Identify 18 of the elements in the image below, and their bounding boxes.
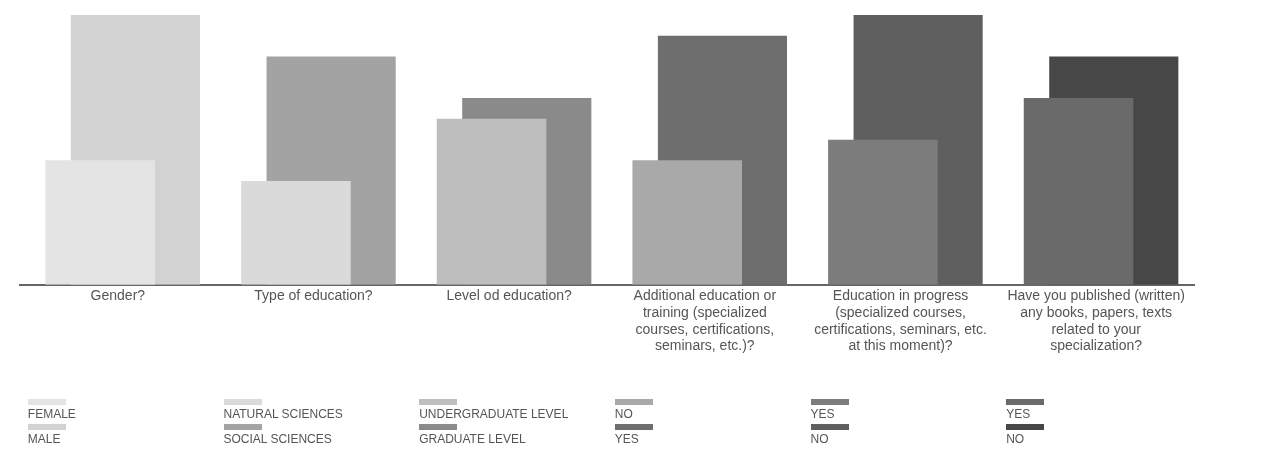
legend-label: YES (1006, 407, 1031, 421)
x-tick-label: Additional education or training (specialized courses, certifications, seminars, etc.)? (633, 287, 777, 354)
legend-label: FEMALE (27, 407, 76, 421)
legend-label: NO (1006, 432, 1025, 446)
legend-label: MALE (27, 432, 61, 446)
x-tick-label: Gender? (90, 287, 146, 304)
legend-label: NO (614, 407, 633, 421)
legend-label: YES (614, 432, 639, 446)
legend-label: NO (810, 432, 829, 446)
x-tick-label: Type of education? (254, 287, 373, 304)
legend-label: YES (810, 407, 835, 421)
legend-label: UNDERGRADUATE LEVEL (419, 407, 569, 421)
legend-label: NATURAL SCIENCES (223, 407, 343, 421)
legend-label: SOCIAL SCIENCES (223, 432, 332, 446)
x-tick-label: Education in progress (specialized courses, certifications, seminars, etc. at this moment)? (814, 287, 987, 354)
x-tick-label: Have you published (written) any books, papers, texts related to your specialization? (1007, 287, 1185, 354)
legend-label: GRADUATE LEVEL (419, 432, 526, 446)
x-tick-label: Level od education? (446, 287, 573, 304)
